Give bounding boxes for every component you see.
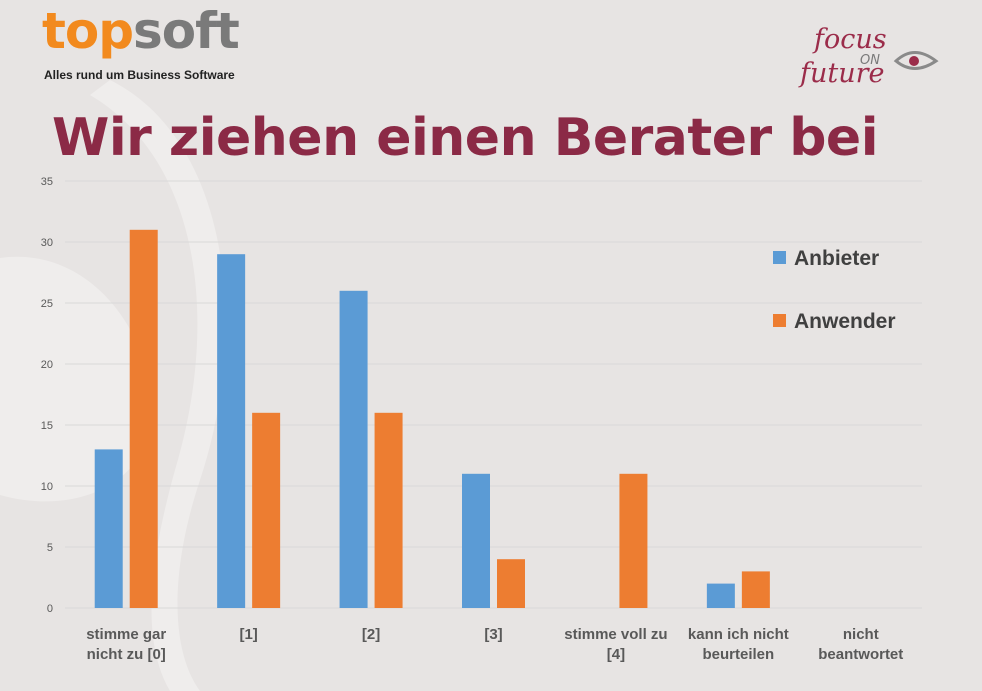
- bar-anwender: [741, 571, 770, 608]
- x-category-label-line: stimme gar: [86, 626, 166, 643]
- bar-anwender: [129, 229, 158, 609]
- focus-logo-line1: focus: [812, 24, 887, 55]
- y-axis-ticks: 0 5 10 15 20 25 30 35: [41, 176, 53, 615]
- x-axis-categories: stimme gar nicht zu [0] [1] [2] [3] stimme vo…: [86, 626, 903, 663]
- x-category-label: [1]: [239, 626, 257, 643]
- y-tick-label: 0: [47, 603, 53, 615]
- bar-anbieter: [462, 473, 490, 608]
- topsoft-logo: topsoft Alles rund um Business Software: [42, 6, 240, 84]
- focus-on-future-logo: focus ON future: [798, 24, 939, 89]
- y-tick-label: 5: [47, 542, 53, 554]
- x-category-label-line: [2]: [362, 626, 380, 643]
- y-tick-label: 20: [41, 359, 53, 371]
- x-category-label-line: kann ich nicht: [688, 626, 789, 643]
- x-category-label: [2]: [362, 626, 380, 643]
- legend-swatch-anwender: [773, 314, 786, 327]
- x-category-label-line: nicht zu [0]: [87, 646, 166, 663]
- y-tick-label: 15: [41, 420, 53, 432]
- bars: [94, 229, 770, 609]
- grid-lines: [65, 180, 922, 609]
- x-category-label: stimme gar nicht zu [0]: [86, 626, 166, 663]
- x-category-label: stimme voll zu [4]: [564, 626, 667, 663]
- bar-anbieter: [339, 290, 368, 608]
- y-tick-label: 35: [41, 176, 53, 188]
- legend-label-anbieter: Anbieter: [794, 247, 879, 270]
- x-category-label-line: nicht: [843, 626, 879, 643]
- x-category-label: kann ich nicht beurteilen: [688, 626, 789, 663]
- focus-logo-line2: ON: [860, 53, 880, 68]
- bar-anbieter: [217, 254, 246, 608]
- y-tick-label: 10: [41, 481, 53, 493]
- bar-anwender: [619, 473, 648, 608]
- topsoft-tagline: Alles rund um Business Software: [44, 68, 235, 82]
- x-category-label-line: [4]: [607, 646, 625, 663]
- bar-anbieter: [94, 449, 123, 608]
- x-category-label-line: [3]: [484, 626, 502, 643]
- x-category-label: nicht beantwortet: [818, 626, 903, 663]
- x-category-label-line: beurteilen: [703, 646, 775, 663]
- x-category-label-line: beantwortet: [818, 646, 903, 663]
- eye-icon: [893, 51, 939, 70]
- y-tick-label: 25: [41, 298, 53, 310]
- bar-anbieter: [706, 583, 735, 608]
- bar-anwender: [252, 412, 281, 608]
- bar-anwender: [374, 412, 403, 608]
- x-category-label-line: [1]: [239, 626, 257, 643]
- legend-label-anwender: Anwender: [794, 310, 896, 333]
- x-category-label-line: stimme voll zu: [564, 626, 667, 643]
- bar-anwender: [497, 559, 525, 608]
- x-category-label: [3]: [484, 626, 502, 643]
- page-title: Wir ziehen einen Berater bei: [52, 108, 879, 168]
- focus-logo-line3: future: [798, 58, 885, 89]
- legend: Anbieter Anwender: [773, 247, 896, 333]
- topsoft-wordmark-soft: soft: [133, 2, 240, 60]
- topsoft-wordmark: topsoft: [42, 6, 240, 56]
- y-tick-label: 30: [41, 237, 53, 249]
- legend-swatch-anbieter: [773, 251, 786, 264]
- topsoft-wordmark-top: top: [42, 2, 134, 60]
